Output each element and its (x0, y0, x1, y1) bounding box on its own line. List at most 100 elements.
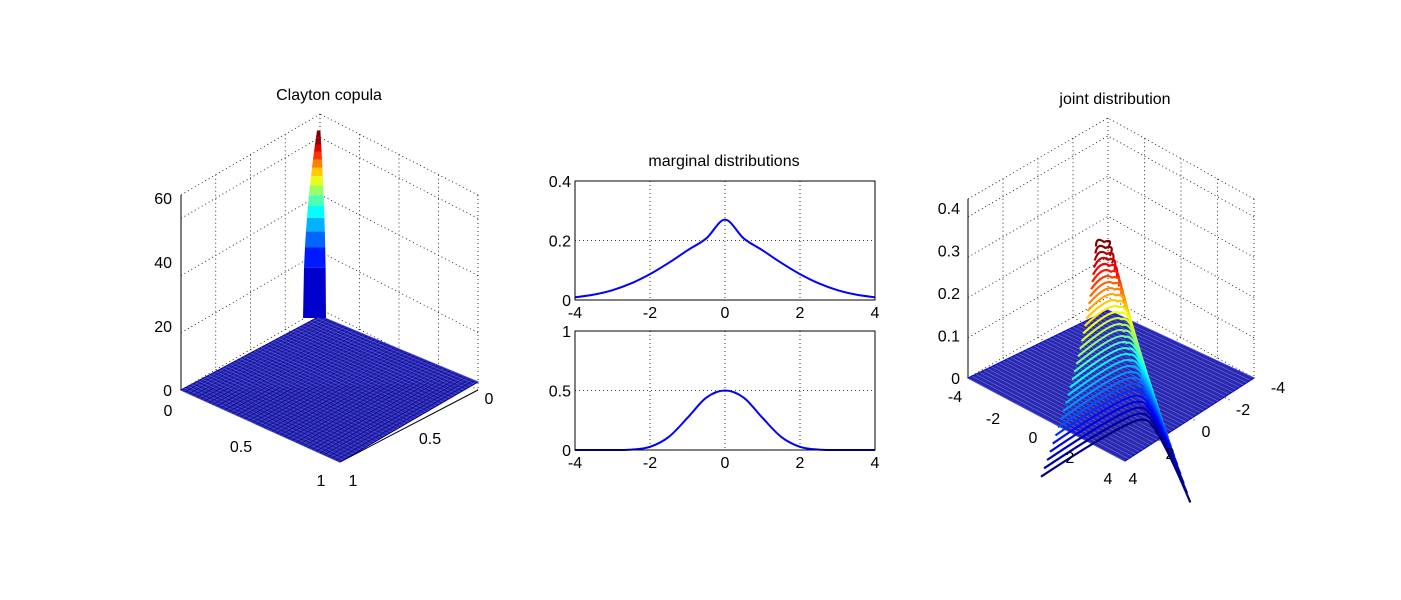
joint-mesh-line (1092, 317, 1240, 388)
marginal-bottom-xtick-label: 4 (871, 455, 880, 472)
marginal-bottom-xtick-label: -2 (643, 455, 657, 472)
joint-z-grid (967, 256, 1109, 339)
joint-mesh-line (1049, 338, 1201, 413)
clayton-mesh-line (292, 330, 451, 399)
marginal-bottom-xtick-label: 2 (796, 455, 805, 472)
joint-ytick-label: -2 (1236, 402, 1250, 419)
marginal-bottom-ytick-label: 0.5 (549, 384, 571, 401)
clayton-spike (303, 130, 326, 318)
joint-contour-line (1059, 376, 1170, 439)
clayton-mesh-line (302, 324, 461, 393)
marginal-top-xtick-label: -4 (568, 305, 582, 322)
joint-mesh-line (983, 370, 1140, 453)
clayton-mesh-line (312, 319, 472, 387)
joint-contour-line (1052, 394, 1179, 466)
joint-mesh-line (1002, 360, 1158, 441)
clayton-mesh-line (267, 343, 427, 413)
marginal-bottom-ytick-label: 1 (562, 324, 571, 341)
clayton-ytick-label: 0.5 (419, 431, 441, 448)
clayton-z-grid (180, 194, 321, 276)
clayton-ytick-label: 1 (349, 473, 358, 490)
clayton-mesh-line (260, 347, 420, 417)
clayton-xtick-label: 0 (164, 403, 173, 420)
joint-mesh-line (1018, 353, 1172, 432)
joint-mesh-line (1010, 356, 1165, 436)
joint-floor-edge (967, 296, 1109, 379)
clayton-xtick-label: 0.5 (230, 439, 252, 456)
joint-xtick-label: 4 (1104, 471, 1113, 488)
clayton-mesh-line (339, 381, 479, 463)
joint-mesh-line (1006, 358, 1161, 439)
clayton-z-grid (180, 137, 321, 219)
joint-xtick-label: 0 (1029, 430, 1038, 447)
joint-distribution-plot: joint distribution 0 0.1 0.2 0.3 0.4 -4 -2 0 2 4 -… (938, 91, 1285, 503)
marginal-top-ytick-label: 0.2 (549, 234, 571, 251)
clayton-mesh-line (331, 378, 471, 459)
clayton-mesh-line (264, 350, 404, 429)
marginal-top-ytick-label: 0 (562, 293, 571, 310)
clayton-z-grid (180, 251, 321, 334)
clayton-mesh-line (308, 368, 447, 448)
clayton-title: Clayton copula (276, 87, 382, 104)
joint-ytick-label: 0 (1202, 424, 1211, 441)
clayton-spike-band (304, 247, 326, 268)
joint-xtick-label: -4 (948, 389, 962, 406)
joint-xtick-label: -2 (986, 411, 1000, 428)
clayton-mesh-line (292, 361, 431, 441)
joint-contour-line (1090, 274, 1123, 295)
joint-mesh-line (1033, 345, 1187, 423)
joint-mesh-line (975, 373, 1133, 457)
clayton-spike-band (303, 267, 326, 318)
clayton-mesh-line (335, 380, 475, 461)
clayton-mesh-line (288, 332, 448, 401)
joint-tick-labels: 0 0.1 0.2 0.3 0.4 -4 -2 0 2 4 -4 -2 0 2 4 (938, 201, 1285, 488)
marginal-top-grid (575, 181, 875, 300)
marginal-top-plot: marginal distributions -4 -2 0 2 4 0 0.2 0.4 (549, 153, 880, 322)
clayton-tick-labels: 0 20 40 60 0 0.5 1 0 0.5 1 (154, 191, 493, 490)
marginal-top-series-line (574, 218, 876, 299)
marginal-bottom-xtick-label: -4 (568, 455, 582, 472)
joint-ztick-label: 0 (951, 371, 960, 388)
clayton-mesh-line (281, 336, 441, 405)
clayton-spike-band (311, 167, 323, 177)
clayton-mesh-line (272, 353, 411, 432)
clayton-spike-band (307, 205, 325, 218)
clayton-mesh-line (309, 321, 468, 389)
marginal-bottom-axes-box (574, 330, 876, 451)
joint-mesh-line (1045, 339, 1197, 416)
joint-mesh-line (971, 375, 1129, 459)
joint-contour-line (1046, 406, 1185, 484)
joint-mesh-line (1076, 324, 1226, 397)
joint-contour-line (1094, 244, 1113, 257)
joint-mesh-line (1022, 351, 1176, 429)
clayton-spike-band (308, 195, 324, 206)
joint-surface (966, 238, 1256, 503)
clayton-z-grid (319, 251, 479, 334)
clayton-mesh-line (305, 323, 465, 391)
clayton-mesh-line (316, 317, 475, 385)
joint-contour-line (1092, 256, 1117, 272)
clayton-mesh-line (268, 352, 408, 430)
clayton-mesh-line (327, 376, 467, 457)
clayton-mesh-line (274, 339, 434, 409)
marginal-bottom-xtick-label: 0 (721, 455, 730, 472)
clayton-mesh-line (253, 350, 413, 421)
clayton-mesh-line (260, 348, 400, 427)
joint-mesh-line (1061, 332, 1212, 406)
joint-mesh-line (1037, 343, 1190, 420)
marginal-top-xtick-label: 2 (796, 305, 805, 322)
clayton-mesh-line (288, 360, 427, 439)
clayton-ztick-label: 60 (154, 191, 172, 208)
clayton-mesh-line (285, 334, 444, 403)
clayton-mesh-line (319, 315, 479, 383)
clayton-mesh-line (296, 363, 435, 443)
marginal-top-xtick-label: 4 (871, 305, 880, 322)
joint-z-grid (967, 175, 1109, 258)
clayton-mesh-line (323, 375, 463, 456)
clayton-surface (179, 315, 480, 463)
joint-ytick-label: 2 (1166, 446, 1175, 463)
clayton-mesh-line (316, 371, 455, 452)
joint-contour-line (1057, 382, 1173, 448)
joint-z-grid (967, 135, 1109, 218)
joint-ytick-label: -4 (1271, 380, 1285, 397)
